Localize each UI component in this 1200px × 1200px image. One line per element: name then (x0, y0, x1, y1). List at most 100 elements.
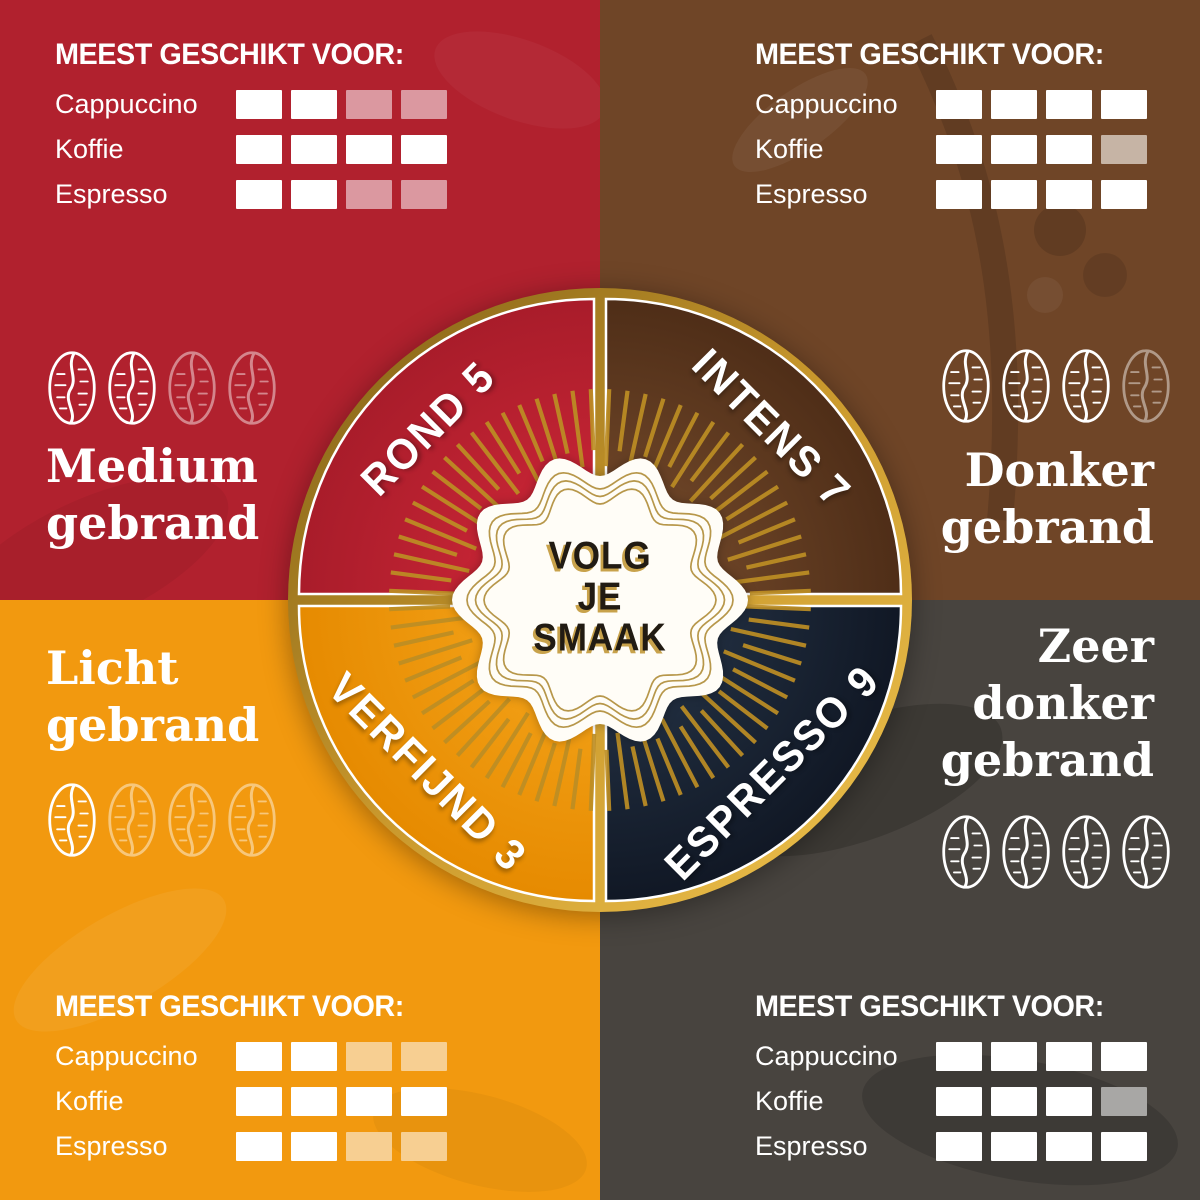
rating-square-empty (401, 90, 447, 119)
rating-row: Cappuccino (55, 82, 475, 127)
roast-bean-scale (940, 346, 1172, 426)
rating-row: Espresso (55, 172, 475, 217)
rating-square-filled (401, 135, 447, 164)
coffee-bean-icon-faded (1120, 346, 1172, 426)
rating-square-filled (236, 1132, 282, 1161)
rating-square-empty (1101, 135, 1147, 164)
rating-square-empty (401, 1042, 447, 1071)
coffee-bean-icon-filled (1060, 812, 1112, 892)
rating-row: Koffie (55, 127, 475, 172)
rating-square-filled (1101, 180, 1147, 209)
badge-slogan: VOLG JE SMAAK (533, 534, 667, 660)
coffee-bean-icon-faded (226, 348, 278, 428)
rating-square-empty (346, 90, 392, 119)
rating-square-filled (291, 1042, 337, 1071)
rating-square-filled (236, 1087, 282, 1116)
rating-square-filled (291, 1087, 337, 1116)
rating-row: Koffie (55, 1079, 475, 1124)
rating-bar (936, 135, 1147, 164)
rating-label: Cappuccino (755, 89, 898, 119)
rating-bar (936, 1042, 1147, 1071)
coffee-bean-icon-filled (1000, 812, 1052, 892)
rating-bar (936, 1132, 1147, 1161)
coffee-bean-icon-faded (166, 780, 218, 860)
coffee-bean-icon-filled (46, 348, 98, 428)
rating-square-empty (401, 1132, 447, 1161)
suitability-panel-medium: MEEST GESCHIKT VOOR: Cappuccino Koffie E… (55, 38, 475, 217)
badge-gold-ring (483, 488, 717, 712)
rating-square-filled (236, 90, 282, 119)
rating-bar (236, 1042, 447, 1071)
rating-square-filled (291, 1132, 337, 1161)
rating-row: Cappuccino (755, 1034, 1175, 1079)
rating-square-filled (291, 135, 337, 164)
rating-square-filled (1101, 90, 1147, 119)
rating-label: Koffie (755, 1086, 824, 1116)
rating-square-filled (1101, 1132, 1147, 1161)
coffee-bean-icon-faded (166, 348, 218, 428)
rating-label: Espresso (755, 179, 868, 209)
rating-square-filled (346, 135, 392, 164)
rating-label: Espresso (55, 1131, 168, 1161)
rating-square-empty (401, 180, 447, 209)
suitability-panel-licht: MEEST GESCHIKT VOOR: Cappuccino Koffie E… (55, 990, 475, 1169)
rating-row: Cappuccino (755, 82, 1175, 127)
rating-square-filled (991, 135, 1037, 164)
rating-label: Cappuccino (755, 1041, 898, 1071)
suitability-header: MEEST GESCHIKT VOOR: (55, 38, 404, 71)
rating-square-filled (991, 1087, 1037, 1116)
rating-row: Espresso (755, 172, 1175, 217)
rating-bar (236, 135, 447, 164)
rating-bar (236, 1087, 447, 1116)
roast-bean-scale (46, 780, 278, 860)
rating-row: Koffie (755, 127, 1175, 172)
rating-square-filled (1046, 1042, 1092, 1071)
rating-label: Cappuccino (55, 89, 198, 119)
roast-title-zeer-donker: Zeer donker gebrand (940, 619, 1154, 787)
rating-square-filled (991, 1132, 1037, 1161)
rating-bar (236, 90, 447, 119)
rating-square-filled (936, 135, 982, 164)
rating-square-filled (936, 1042, 982, 1071)
rating-square-filled (1046, 1087, 1092, 1116)
coffee-bean-icon-filled (940, 812, 992, 892)
rating-square-filled (291, 90, 337, 119)
coffee-bean-icon-filled (1060, 346, 1112, 426)
rating-label: Espresso (55, 179, 168, 209)
rating-label: Koffie (755, 134, 824, 164)
taste-wheel: ROND 5 INTENS 7 VERFIJND 3 ESPRESSO 9 (288, 288, 912, 912)
suitability-header: MEEST GESCHIKT VOOR: (755, 38, 1104, 71)
rating-square-filled (1101, 1042, 1147, 1071)
rating-bar (936, 1087, 1147, 1116)
rating-square-filled (1046, 180, 1092, 209)
rating-bar (236, 180, 447, 209)
rating-square-filled (1046, 90, 1092, 119)
rating-square-filled (401, 1087, 447, 1116)
rating-square-empty (346, 1042, 392, 1071)
rating-square-filled (346, 1087, 392, 1116)
roast-title-medium: Medium gebrand (46, 439, 260, 550)
rating-square-filled (936, 1132, 982, 1161)
suitability-panel-donker: MEEST GESCHIKT VOOR: Cappuccino Koffie E… (755, 38, 1175, 217)
roast-bean-scale (46, 348, 278, 428)
suitability-header: MEEST GESCHIKT VOOR: (755, 990, 1104, 1023)
coffee-bean-icon-filled (1000, 346, 1052, 426)
rating-square-filled (236, 135, 282, 164)
rating-square-empty (346, 1132, 392, 1161)
rating-square-filled (991, 1042, 1037, 1071)
rating-square-empty (1101, 1087, 1147, 1116)
rating-label: Koffie (55, 1086, 124, 1116)
suitability-panel-zeer-donker: MEEST GESCHIKT VOOR: Cappuccino Koffie E… (755, 990, 1175, 1169)
rating-bar (936, 180, 1147, 209)
rating-row: Espresso (755, 1124, 1175, 1169)
roast-title-donker: Donker gebrand (940, 443, 1154, 554)
rating-square-filled (991, 180, 1037, 209)
roast-bean-scale (940, 812, 1172, 892)
coffee-bean-icon-faded (226, 780, 278, 860)
rating-bar (936, 90, 1147, 119)
coffee-bean-icon-filled (1120, 812, 1172, 892)
center-badge (452, 458, 748, 742)
rating-bar (236, 1132, 447, 1161)
rating-label: Cappuccino (55, 1041, 198, 1071)
